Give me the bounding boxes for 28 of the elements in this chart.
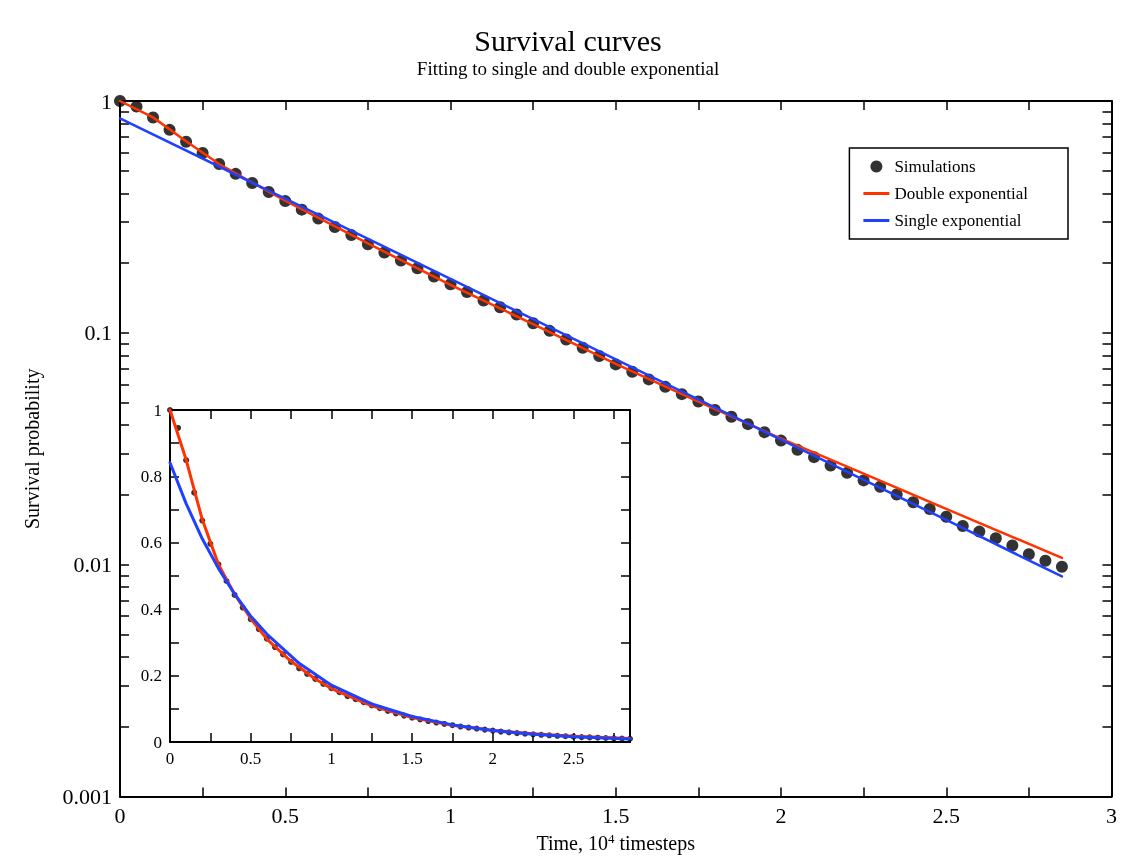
x-tick-label: 1.5 bbox=[602, 803, 630, 829]
y-tick-label: 0.4 bbox=[140, 599, 163, 619]
legend-label: Single exponential bbox=[894, 211, 1022, 230]
y-tick-label: 1 bbox=[153, 400, 162, 420]
x-tick-label: 1 bbox=[327, 749, 336, 768]
y-tick-label: 0.8 bbox=[140, 466, 162, 486]
y-tick-label: 0.001 bbox=[62, 784, 112, 810]
y-tick-label: 0.6 bbox=[140, 533, 162, 553]
y-axis-title: Survival probability bbox=[21, 368, 44, 530]
legend-label: Double exponential bbox=[894, 184, 1029, 203]
x-tick-label: 2.5 bbox=[932, 803, 960, 829]
x-tick-label: 0 bbox=[165, 749, 175, 768]
chart-title: Survival curves bbox=[474, 23, 662, 57]
y-tick-label: 0 bbox=[153, 732, 162, 752]
x-tick-label: 0.5 bbox=[240, 749, 262, 768]
y-tick-label: 1 bbox=[101, 88, 112, 114]
y-tick-label: 0.1 bbox=[84, 320, 112, 346]
legend-label: Simulations bbox=[894, 157, 976, 176]
y-tick-label: 0.2 bbox=[140, 666, 162, 686]
x-tick-label: 1 bbox=[445, 803, 456, 829]
x-tick-label: 2.5 bbox=[562, 749, 585, 768]
x-tick-label: 2 bbox=[775, 803, 787, 829]
x-tick-label: 0.5 bbox=[271, 803, 299, 829]
x-tick-label: 3 bbox=[1106, 803, 1117, 829]
x-tick-label: 1.5 bbox=[401, 749, 423, 768]
x-tick-label: 2 bbox=[488, 749, 498, 768]
chart-subtitle: Fitting to single and double exponential bbox=[416, 58, 720, 79]
y-tick-label: 0.01 bbox=[73, 552, 112, 578]
